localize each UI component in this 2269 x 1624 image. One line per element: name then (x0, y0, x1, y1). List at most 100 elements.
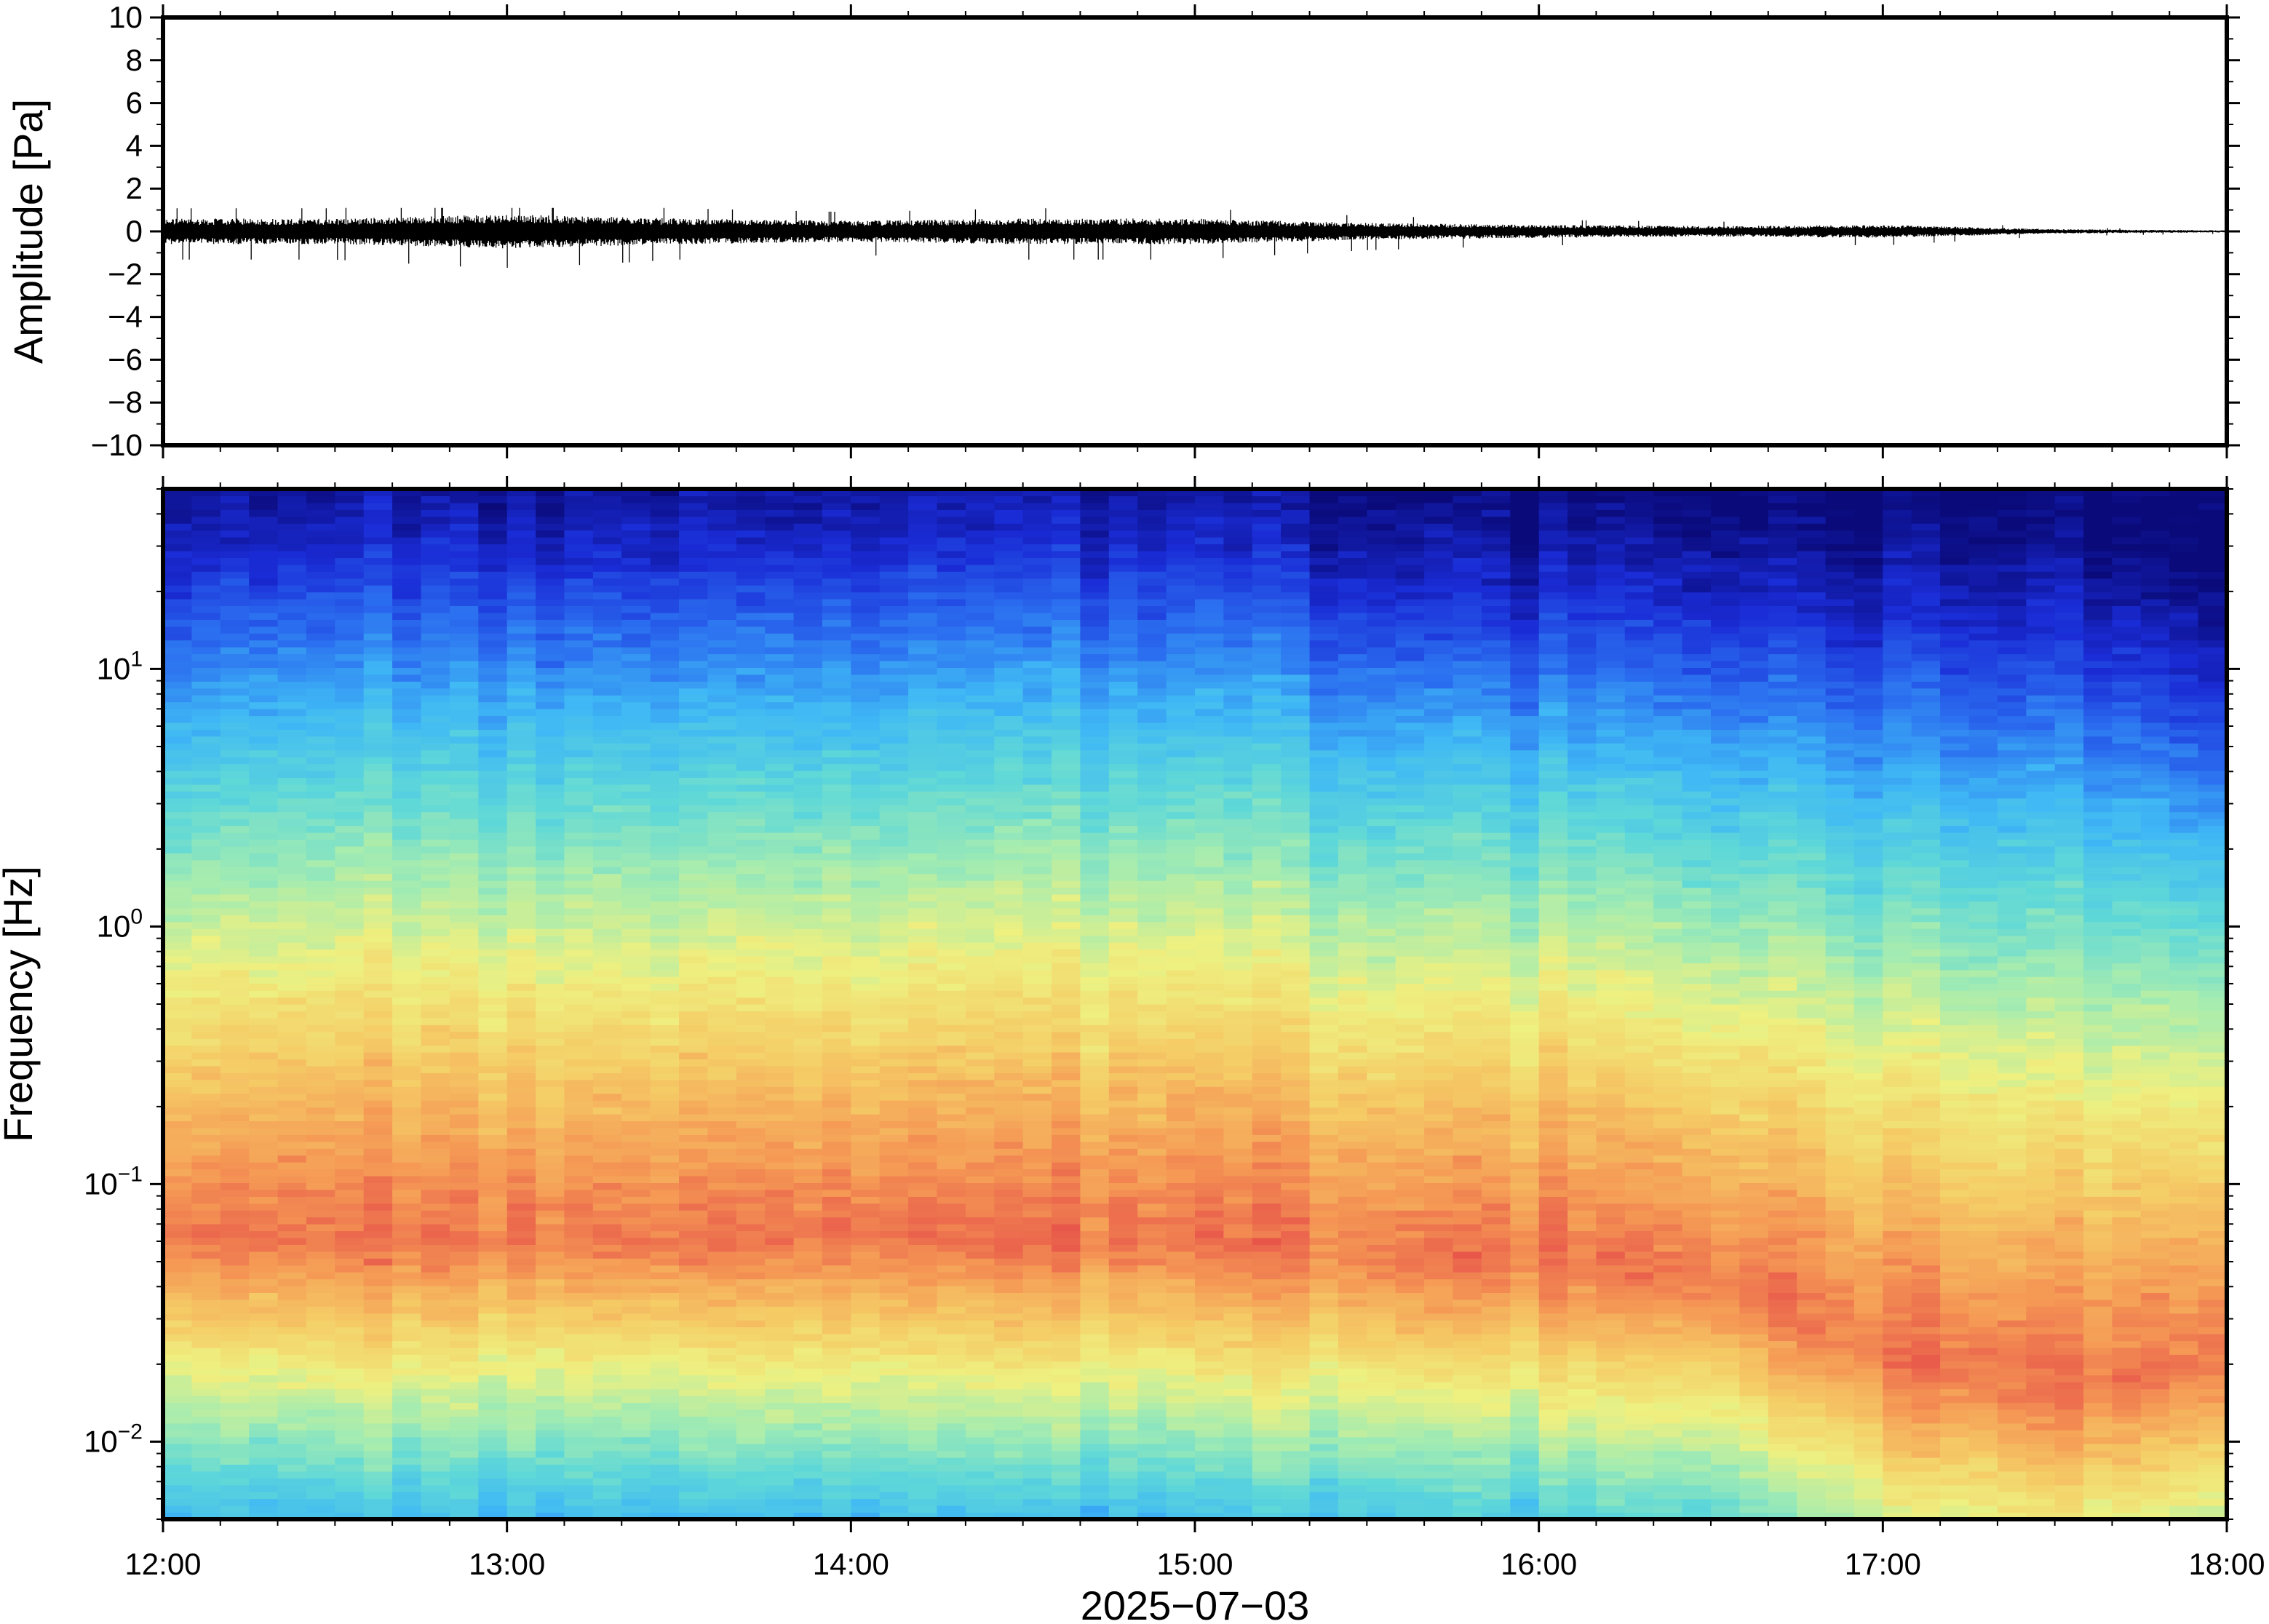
spectrogram-cell (793, 839, 823, 847)
spectrogram-cell (879, 1045, 909, 1053)
spectrogram-cell (765, 1313, 795, 1321)
spectrogram-cell (191, 771, 221, 778)
spectrogram-cell (506, 1224, 536, 1232)
spectrogram-cell (449, 955, 479, 963)
spectrogram-cell (851, 921, 881, 929)
spectrogram-cell (306, 867, 335, 875)
spectrogram-cell (707, 640, 737, 648)
spectrogram-cell (163, 605, 192, 613)
spectrogram-cell (908, 674, 938, 682)
spectrogram-cell (937, 955, 966, 963)
spectrogram-cell (363, 619, 393, 627)
spectrogram-cell (793, 1306, 823, 1314)
spectrogram-cell (1052, 1141, 1081, 1149)
spectrogram-cell (392, 1176, 422, 1183)
spectrogram-cell (1022, 757, 1052, 765)
spectrogram-cell (994, 832, 1024, 840)
spectrogram-cell (1022, 736, 1052, 744)
spectrogram-cell (220, 502, 250, 510)
spectrogram-cell (822, 819, 851, 827)
spectrogram-cell (277, 1155, 307, 1163)
spectrogram-cell (277, 1265, 307, 1273)
spectrogram-cell (392, 763, 422, 771)
spectrogram-cell (908, 797, 938, 805)
spectrogram-cell (249, 661, 279, 668)
spectrogram-cell (679, 1444, 708, 1452)
spectrogram-cell (879, 1320, 909, 1328)
spectrogram-cell (793, 1066, 823, 1073)
spectrogram-cell (650, 797, 680, 805)
spectrogram-cell (277, 949, 307, 957)
spectrogram-cell (363, 784, 393, 792)
spectrogram-cell (1052, 1031, 1081, 1039)
spectrogram-cell (506, 819, 536, 827)
spectrogram-cell (822, 1278, 851, 1286)
spectrogram-cell (965, 825, 995, 833)
spectrogram-cell (1052, 811, 1081, 819)
spectrogram-cell (851, 811, 881, 819)
spectrogram-cell (163, 1066, 192, 1073)
spectrogram-cell (421, 949, 450, 957)
spectrogram-cell (1080, 1121, 1110, 1129)
spectrogram-cell (564, 1052, 594, 1060)
spectrogram-cell (592, 743, 622, 751)
spectrogram-cell (879, 1498, 909, 1506)
spectrogram-cell (1052, 1444, 1081, 1452)
spectrogram-cell (478, 955, 508, 963)
spectrogram-cell (851, 1416, 881, 1424)
spectrogram-cell (707, 997, 737, 1005)
spectrogram-cell (822, 901, 851, 909)
spectrogram-cell (449, 1210, 479, 1218)
spectrogram-cell (1052, 1196, 1081, 1204)
spectrogram-cell (765, 1450, 795, 1458)
spectrogram-cell (994, 1396, 1024, 1404)
spectrogram-cell (592, 1416, 622, 1424)
spectrogram-cell (506, 976, 536, 984)
spectrogram-cell (421, 1251, 450, 1259)
spectrogram-cell (306, 1457, 335, 1465)
spectrogram-cell (163, 1498, 192, 1506)
spectrogram-cell (851, 832, 881, 840)
spectrogram-cell (478, 1470, 508, 1478)
spectrogram-cell (506, 1107, 536, 1115)
spectrogram-cell (277, 1038, 307, 1046)
spectrogram-cell (650, 976, 680, 984)
spectrogram-cell (679, 571, 708, 579)
spectrogram-cell (707, 1505, 737, 1513)
spectrogram-cell (306, 489, 335, 496)
spectrogram-cell (822, 811, 851, 819)
spectrogram-cell (994, 723, 1024, 730)
spectrogram-cell (1080, 1100, 1110, 1108)
spectrogram-cell (277, 715, 307, 723)
spectrogram-cell (908, 1265, 938, 1273)
spectrogram-cell (650, 1484, 680, 1492)
spectrogram-cell (822, 1422, 851, 1430)
spectrogram-cell (650, 537, 680, 545)
spectrogram-cell (564, 695, 594, 703)
spectrogram-cell (650, 1224, 680, 1232)
spectrogram-cell (335, 1203, 365, 1211)
spectrogram-cell (306, 963, 335, 971)
spectrogram-cell (564, 1127, 594, 1135)
spectrogram-cell (335, 1450, 365, 1458)
spectrogram-cell (937, 797, 966, 805)
spectrogram-cell (277, 805, 307, 813)
spectrogram-cell (822, 544, 851, 552)
spectrogram-cell (478, 1203, 508, 1211)
spectrogram-cell (421, 605, 450, 613)
spectrogram-cell (506, 825, 536, 833)
spectrogram-cell (793, 763, 823, 771)
spectrogram-cell (965, 935, 995, 943)
spectrogram-cell (879, 537, 909, 545)
spectrogram-cell (249, 845, 279, 853)
spectrogram-cell (592, 1374, 622, 1382)
spectrogram-cell (793, 825, 823, 833)
spectrogram-cell (421, 1017, 450, 1025)
spectrogram-cell (1022, 653, 1052, 661)
spectrogram-cell (679, 1148, 708, 1156)
spectrogram-cell (306, 674, 335, 682)
spectrogram-cell (879, 695, 909, 703)
spectrogram-cell (937, 1238, 966, 1245)
spectrogram-cell (621, 784, 651, 792)
spectrogram-cell (1022, 1086, 1052, 1094)
